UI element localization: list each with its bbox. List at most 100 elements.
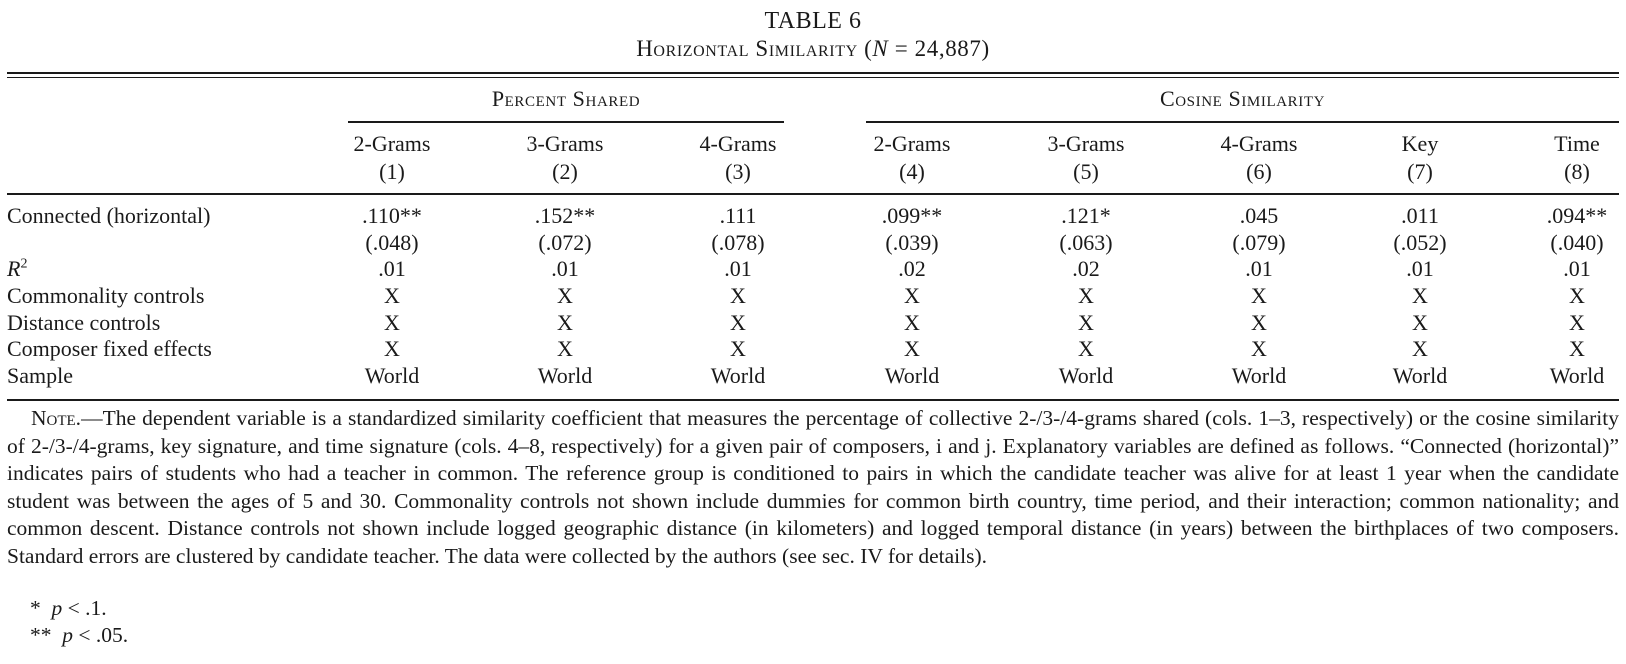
cell-composer-fe-2: X	[557, 336, 573, 361]
cell-commonality-5: X	[1078, 283, 1094, 308]
cell-connected-6: .045	[1239, 203, 1279, 228]
cell-sample-1: World	[364, 363, 420, 388]
cell-r2-5: .02	[1072, 256, 1100, 281]
cell-distance-4: X	[904, 310, 920, 335]
col-head-6: 4-Grams (6)	[1189, 130, 1329, 186]
col-name: 2-Grams	[873, 131, 951, 156]
table-title: Horizontal Similarity (N = 24,887)	[636, 36, 990, 61]
cell-sample-7: World	[1392, 363, 1448, 388]
table-title-n-symbol: N	[872, 36, 889, 61]
col-num: (5)	[1073, 159, 1099, 184]
row-label-sample: Sample	[7, 363, 73, 388]
cell-connected-3: .111	[719, 203, 757, 228]
cell-connected-1: .110**	[362, 203, 422, 228]
cell-composer-fe-7: X	[1412, 336, 1428, 361]
col-num: (1)	[379, 159, 405, 184]
table-label: TABLE 6	[764, 8, 862, 34]
col-num: (3)	[725, 159, 751, 184]
group-head-cosine-similarity: Cosine Similarity	[1159, 86, 1326, 111]
cell-sample-3: World	[710, 363, 766, 388]
top-rule-thin	[7, 77, 1619, 78]
cell-composer-fe-1: X	[384, 336, 400, 361]
col-head-4: 2-Grams (4)	[842, 130, 982, 186]
col-num: (4)	[899, 159, 925, 184]
footnote-mark: **	[30, 623, 52, 647]
row-label-distance: Distance controls	[7, 310, 161, 335]
cell-r2-4: .02	[898, 256, 926, 281]
row-label-composer-fe: Composer fixed effects	[7, 336, 212, 361]
cell-commonality-3: X	[730, 283, 746, 308]
cell-composer-fe-8: X	[1569, 336, 1585, 361]
cell-distance-7: X	[1412, 310, 1428, 335]
cell-connected-4: .099**	[881, 203, 943, 228]
cell-sample-8: World	[1549, 363, 1605, 388]
col-head-3: 4-Grams (3)	[668, 130, 808, 186]
header-rule	[7, 193, 1619, 195]
cell-composer-fe-4: X	[904, 336, 920, 361]
cell-connected-5: .121*	[1061, 203, 1111, 228]
col-name: 4-Grams	[1220, 131, 1298, 156]
cell-se-6: (.079)	[1232, 230, 1286, 255]
col-head-7: Key (7)	[1350, 130, 1490, 186]
top-rule	[7, 72, 1619, 74]
note-text: —The dependent variable is a standardize…	[7, 406, 1619, 568]
cell-se-4: (.039)	[885, 230, 939, 255]
footnote-text: < .1.	[67, 596, 107, 620]
cell-composer-fe-6: X	[1251, 336, 1267, 361]
col-head-8: Time (8)	[1507, 130, 1626, 186]
cell-composer-fe-5: X	[1078, 336, 1094, 361]
cell-se-5: (.063)	[1059, 230, 1113, 255]
col-num: (8)	[1564, 159, 1590, 184]
row-label-commonality: Commonality controls	[7, 283, 205, 308]
cell-distance-8: X	[1569, 310, 1585, 335]
cell-composer-fe-3: X	[730, 336, 746, 361]
col-num: (7)	[1407, 159, 1433, 184]
cell-r2-2: .01	[551, 256, 579, 281]
cell-sample-2: World	[537, 363, 593, 388]
footnote-text: < .05.	[78, 623, 129, 647]
col-name: Time	[1554, 131, 1600, 156]
cell-r2-1: .01	[378, 256, 406, 281]
cell-commonality-2: X	[557, 283, 573, 308]
cell-connected-8: .094**	[1546, 203, 1608, 228]
cell-r2-7: .01	[1406, 256, 1434, 281]
group-underline-percent-shared	[348, 121, 784, 123]
cell-commonality-6: X	[1251, 283, 1267, 308]
cell-commonality-4: X	[904, 283, 920, 308]
cell-se-2: (.072)	[538, 230, 592, 255]
row-label-connected: Connected (horizontal)	[7, 203, 211, 228]
col-head-1: 2-Grams (1)	[322, 130, 462, 186]
r-symbol: R	[7, 256, 21, 281]
cell-distance-2: X	[557, 310, 573, 335]
cell-se-1: (.048)	[365, 230, 419, 255]
cell-connected-2: .152**	[534, 203, 596, 228]
group-underline-cosine-similarity	[866, 121, 1619, 123]
cell-connected-7: .011	[1401, 203, 1439, 228]
table-title-n-value: 24,887	[914, 36, 982, 61]
footnote-symbol: p	[51, 596, 63, 620]
cell-r2-6: .01	[1245, 256, 1273, 281]
footnote-symbol: p	[62, 623, 73, 647]
col-num: (6)	[1246, 159, 1272, 184]
cell-commonality-8: X	[1569, 283, 1585, 308]
col-name: Key	[1401, 131, 1439, 156]
cell-distance-3: X	[730, 310, 746, 335]
cell-commonality-7: X	[1412, 283, 1428, 308]
col-name: 3-Grams	[526, 131, 604, 156]
cell-sample-4: World	[884, 363, 940, 388]
cell-distance-5: X	[1078, 310, 1094, 335]
group-head-percent-shared: Percent Shared	[491, 86, 641, 111]
col-num: (2)	[552, 159, 578, 184]
col-name: 4-Grams	[699, 131, 777, 156]
col-head-5: 3-Grams (5)	[1016, 130, 1156, 186]
cell-se-3: (.078)	[711, 230, 765, 255]
footnote-2: ** p < .05.	[30, 623, 128, 648]
cell-distance-6: X	[1251, 310, 1267, 335]
cell-commonality-1: X	[384, 283, 400, 308]
table-note: Note.—The dependent variable is a standa…	[7, 405, 1619, 571]
col-name: 2-Grams	[353, 131, 431, 156]
row-label-r-squared: R2	[7, 256, 28, 281]
bottom-rule	[7, 399, 1619, 401]
footnote-1: * p < .1.	[30, 596, 107, 621]
